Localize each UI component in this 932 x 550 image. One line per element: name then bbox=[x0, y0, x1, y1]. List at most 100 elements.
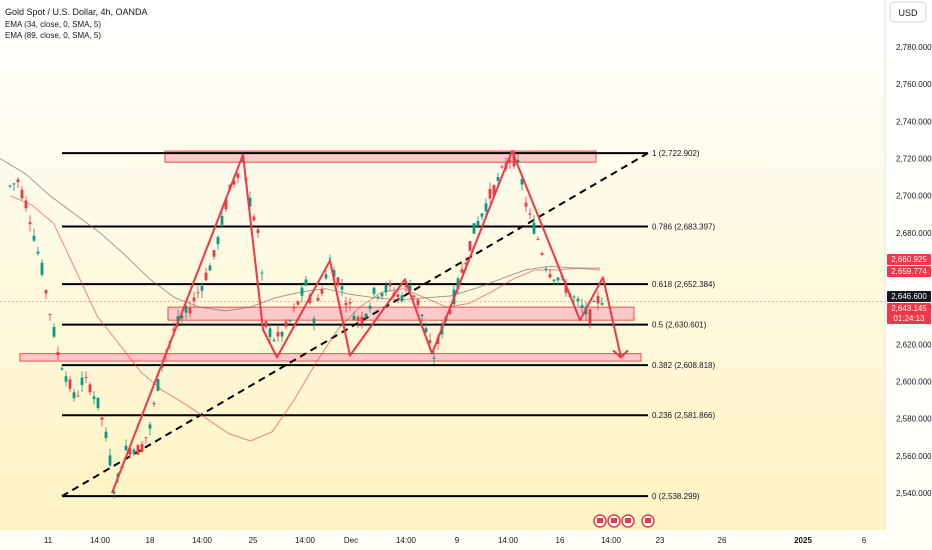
candle-body bbox=[24, 200, 28, 209]
time-tick: 9 bbox=[455, 536, 460, 545]
sr-zone-2 bbox=[167, 306, 635, 321]
price-tick: 2,740.000 bbox=[896, 117, 932, 126]
candle-body bbox=[16, 179, 20, 183]
candle-body bbox=[512, 152, 516, 167]
candle-body bbox=[40, 262, 44, 275]
candle-body bbox=[400, 295, 404, 302]
candle-body bbox=[540, 253, 544, 255]
candle-body bbox=[544, 268, 548, 270]
price-tick: 2,720.000 bbox=[896, 155, 932, 164]
candle-body bbox=[500, 166, 504, 168]
currency-button[interactable] bbox=[889, 1, 927, 23]
candle-body bbox=[96, 397, 100, 409]
candle-body bbox=[208, 265, 212, 271]
fib-label: 0 (2,538.299) bbox=[652, 492, 700, 501]
candle-body bbox=[144, 437, 148, 439]
candle-body bbox=[36, 251, 40, 254]
candle-body bbox=[528, 213, 532, 215]
candle-body bbox=[252, 216, 256, 221]
candle-body bbox=[480, 213, 484, 217]
time-tick: 14:00 bbox=[192, 536, 213, 545]
candle-body bbox=[172, 328, 176, 332]
candle-body bbox=[340, 286, 344, 290]
candle-body bbox=[192, 297, 196, 302]
price-label-bg bbox=[887, 291, 931, 302]
price-label-bg bbox=[887, 303, 931, 314]
price-label-bg bbox=[887, 266, 931, 277]
candle-body bbox=[128, 448, 132, 455]
candle-body bbox=[84, 377, 88, 379]
candle-body bbox=[88, 384, 92, 393]
candle-body bbox=[112, 491, 116, 494]
candle-body bbox=[60, 368, 64, 370]
price-tick: 2,780.000 bbox=[896, 43, 932, 52]
candle-body bbox=[44, 290, 48, 294]
candle-body bbox=[352, 315, 356, 321]
price-label: 2,659.774 bbox=[891, 267, 927, 276]
fib-levels-layer: 1 (2,722.902) 0.786 (2,683.397) 0.618 (2,6… bbox=[62, 149, 715, 501]
event-icons[interactable] bbox=[593, 514, 655, 528]
candle-body bbox=[300, 287, 304, 296]
candle-body bbox=[220, 215, 224, 225]
candle-body bbox=[548, 273, 552, 278]
candle-body bbox=[140, 443, 144, 452]
time-tick: 11 bbox=[44, 536, 53, 545]
candle-body bbox=[588, 309, 592, 324]
price-tick: 2,600.000 bbox=[896, 378, 932, 387]
candle-body bbox=[404, 285, 408, 288]
candle-body bbox=[276, 331, 280, 337]
event-icon-glyph bbox=[645, 518, 651, 523]
candle-body bbox=[196, 292, 200, 294]
price-label: 2,646.600 bbox=[891, 292, 927, 301]
candle-body bbox=[232, 181, 236, 185]
fib-label: 0.382 (2,608.818) bbox=[652, 361, 715, 370]
event-icon-glyph bbox=[611, 518, 617, 523]
candle-body bbox=[156, 378, 160, 391]
candle-body bbox=[148, 424, 152, 429]
price-tick: 2,680.000 bbox=[896, 229, 932, 238]
candle-body bbox=[260, 272, 264, 274]
candle-body bbox=[460, 269, 464, 273]
candle-body bbox=[76, 395, 80, 397]
candle-body bbox=[284, 321, 288, 327]
candle-body bbox=[376, 296, 380, 298]
candle-body bbox=[256, 229, 260, 233]
candle-body bbox=[212, 250, 216, 257]
sr-zone-1 bbox=[164, 150, 597, 163]
time-tick: 2025 bbox=[794, 536, 812, 545]
candle-body bbox=[488, 188, 492, 199]
candle-body bbox=[492, 185, 496, 196]
candle-body bbox=[364, 313, 368, 318]
candle-body bbox=[296, 301, 300, 305]
candle-body bbox=[72, 392, 76, 399]
time-tick: 18 bbox=[146, 536, 155, 545]
indicator-ema89-label: EMA (89, close, 0, SMA, 5) bbox=[5, 31, 101, 40]
candle-body bbox=[320, 289, 324, 294]
fib-label: 1 (2,722.902) bbox=[652, 149, 700, 158]
candle-body bbox=[572, 296, 576, 298]
price-label-bg bbox=[887, 313, 931, 324]
candle-body bbox=[56, 352, 60, 356]
ema89-line bbox=[0, 158, 600, 312]
candle-body bbox=[472, 223, 476, 234]
candle-body bbox=[412, 295, 416, 298]
candle-body bbox=[508, 160, 512, 163]
time-tick: 6 bbox=[862, 536, 867, 545]
candle-body bbox=[532, 222, 536, 234]
candle-body bbox=[336, 277, 340, 286]
candle-body bbox=[324, 274, 328, 279]
candle-body bbox=[372, 287, 376, 294]
time-tick: 14:00 bbox=[90, 536, 111, 545]
candle-body bbox=[360, 316, 364, 324]
candle-body bbox=[332, 270, 336, 278]
candle-body bbox=[224, 199, 228, 210]
candle-body bbox=[264, 321, 268, 328]
candle-body bbox=[188, 308, 192, 314]
candle-body bbox=[104, 431, 108, 438]
price-label-bg bbox=[887, 254, 931, 265]
ascending-trendline bbox=[61, 152, 649, 498]
candle-body bbox=[524, 202, 528, 207]
candle-body bbox=[432, 357, 436, 359]
